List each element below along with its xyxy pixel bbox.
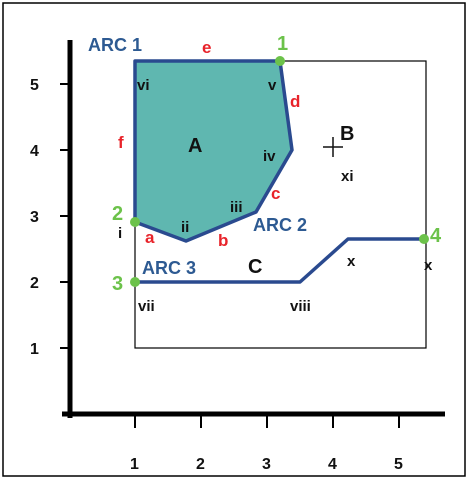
vertex-label-i: i — [118, 225, 122, 242]
vertex-label-vii: vii — [138, 298, 155, 315]
vertex-label-xi: xi — [341, 168, 354, 185]
region-label-c: C — [248, 256, 262, 278]
y-tick-label: 1 — [30, 341, 39, 358]
arc-label-3: ARC 3 — [142, 258, 196, 278]
x-tick-label: 3 — [262, 456, 271, 473]
vertex-label-iv: iv — [263, 148, 276, 165]
region-label-b: B — [340, 123, 354, 145]
arc-3-line — [135, 237, 424, 284]
node-3 — [130, 277, 140, 287]
vertex-label-x: x — [347, 253, 356, 270]
node-label-2: 2 — [112, 203, 123, 225]
node-4 — [419, 234, 429, 244]
arc-label-1: ARC 1 — [88, 35, 142, 55]
y-tick-label: 2 — [30, 275, 39, 292]
vertex-label-ii: ii — [181, 219, 189, 236]
node-2 — [130, 217, 140, 227]
node-label-3: 3 — [112, 273, 123, 295]
node-1 — [275, 56, 285, 66]
vertex-label-viii: viii — [290, 298, 311, 315]
y-tick-label: 5 — [30, 77, 39, 94]
node-label-4: 4 — [430, 225, 442, 247]
x-tick-label: 4 — [328, 456, 337, 473]
arc-label-2: ARC 2 — [253, 215, 307, 235]
edge-label-f: f — [118, 133, 124, 152]
vertex-label-vi: vi — [137, 77, 150, 94]
edge-label-b: b — [218, 231, 228, 250]
edge-label-d: d — [290, 92, 300, 111]
x-tick-label: 1 — [130, 456, 139, 473]
edge-label-e: e — [202, 38, 211, 57]
x-tick-label: 2 — [196, 456, 205, 473]
vertex-label-x-right: x — [424, 257, 433, 274]
region-label-a: A — [188, 135, 202, 157]
edge-label-c: c — [271, 184, 280, 203]
node-label-1: 1 — [277, 33, 288, 55]
vertex-label-v: v — [268, 77, 277, 94]
y-tick-label: 3 — [30, 209, 39, 226]
outer-border — [2, 2, 466, 477]
x-tick-label: 5 — [394, 456, 403, 473]
vertex-label-iii: iii — [230, 199, 243, 216]
y-tick-label: 4 — [30, 143, 39, 160]
edge-label-a: a — [145, 228, 155, 247]
